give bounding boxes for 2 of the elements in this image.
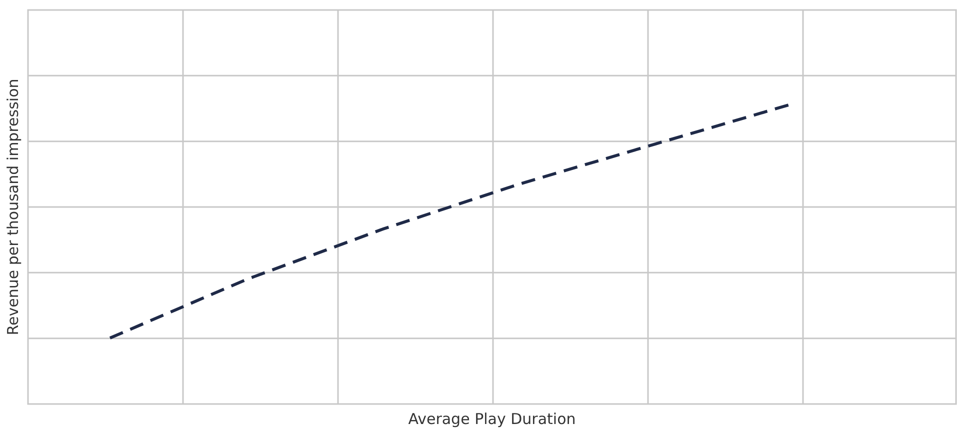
y-axis-title: Revenue per thousand impression (4, 78, 22, 336)
x-axis-title: Average Play Duration (408, 410, 576, 428)
